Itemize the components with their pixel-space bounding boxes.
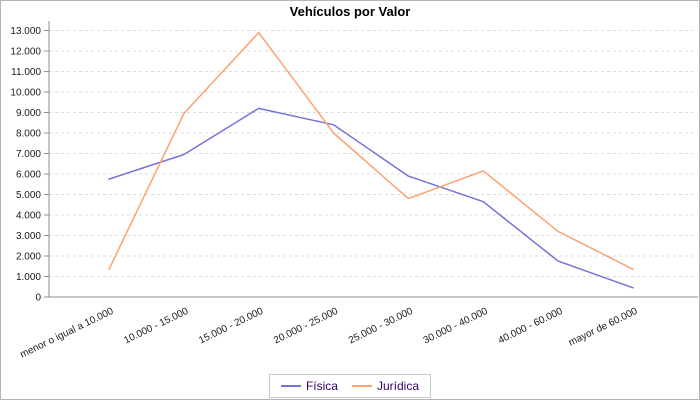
y-tick-label: 3.000 xyxy=(16,231,41,242)
y-tick-label: 6.000 xyxy=(16,170,41,181)
y-tick-label: 12.000 xyxy=(10,47,41,58)
legend: Física Jurídica xyxy=(268,374,432,398)
y-tick-label: 4.000 xyxy=(16,211,41,222)
legend-label-fisica: Física xyxy=(305,379,338,393)
y-tick-label: 9.000 xyxy=(16,108,41,119)
juridica-line-swatch xyxy=(351,385,372,387)
y-tick-label: 8.000 xyxy=(16,129,41,140)
legend-item-juridica: Jurídica xyxy=(351,379,420,393)
y-tick-label: 10.000 xyxy=(10,88,41,99)
fisica-line-swatch xyxy=(280,385,301,387)
x-category-label: 10.000 - 15.000 xyxy=(122,306,190,347)
y-tick-label: 0 xyxy=(35,293,41,304)
legend-item-fisica: Física xyxy=(280,379,338,393)
legend-label-juridica: Jurídica xyxy=(376,379,420,393)
y-tick-label: 7.000 xyxy=(16,149,41,160)
y-tick-label: 13.000 xyxy=(10,26,41,37)
x-category-label: 25.000 - 30.000 xyxy=(347,306,415,347)
y-tick-label: 1.000 xyxy=(16,272,41,283)
chart-title: Vehículos por Valor xyxy=(289,4,411,19)
x-category-label: 40.000 - 60.000 xyxy=(497,306,565,347)
y-tick-label: 2.000 xyxy=(16,252,41,263)
x-category-label: 20.000 - 25.000 xyxy=(272,306,340,347)
series-line-juridica xyxy=(108,31,634,271)
series-line-fisica xyxy=(108,107,634,289)
y-tick-label: 11.000 xyxy=(11,67,41,78)
x-category-label: menor o igual a 10.000 xyxy=(19,306,116,361)
x-category-label: 30.000 - 40.000 xyxy=(422,306,490,347)
y-tick-label: 5.000 xyxy=(16,190,41,201)
x-category-label: 15.000 - 20.000 xyxy=(197,306,265,347)
x-category-label: mayor de 60.000 xyxy=(567,306,640,349)
